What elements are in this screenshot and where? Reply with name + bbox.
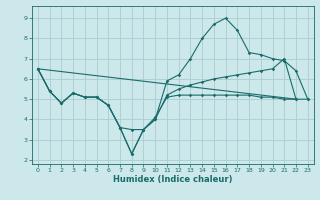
X-axis label: Humidex (Indice chaleur): Humidex (Indice chaleur) [113, 175, 233, 184]
